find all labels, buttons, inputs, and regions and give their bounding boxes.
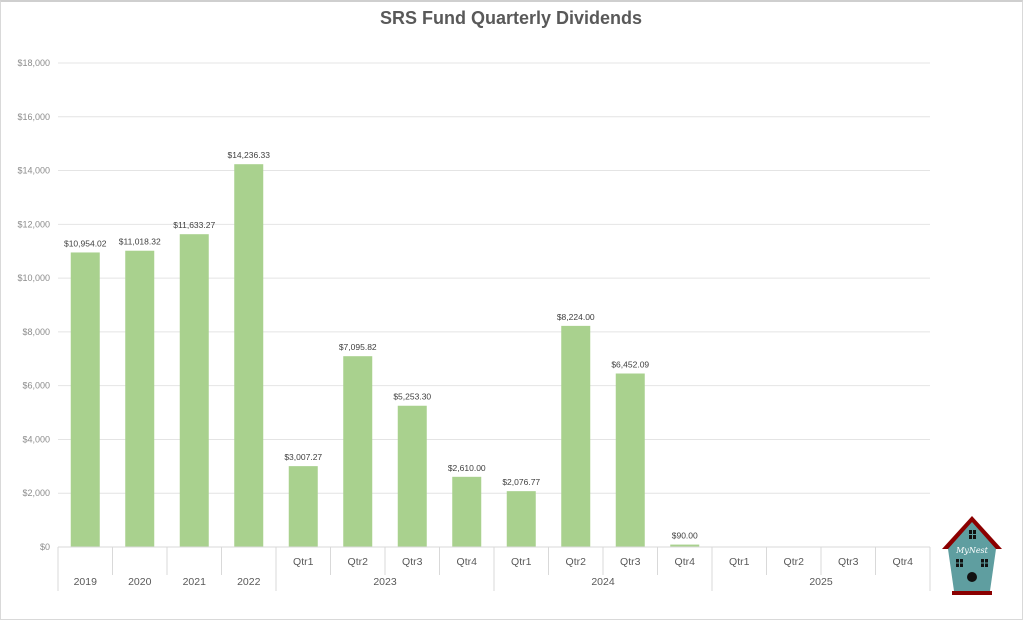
x-tick-label: 2021 [183,576,207,588]
x-group-label: 2025 [809,576,833,588]
mynest-logo: MyNest [942,516,1002,595]
y-axis-ticks: $0 $2,000 $4,000 $6,000 $8,000 $10,000 $12,000… [17,58,50,552]
x-tick-label: Qtr4 [675,556,696,568]
y-tick-label: $10,000 [17,273,50,283]
data-label: $14,236.33 [227,150,270,160]
x-tick-label: Qtr3 [620,556,641,568]
data-label: $2,610.00 [448,463,486,473]
bar [70,252,100,548]
data-label: $90.00 [672,531,698,541]
data-label: $5,253.30 [393,392,431,402]
data-label: $2,076.77 [502,477,540,487]
y-tick-label: $4,000 [22,434,50,444]
x-tick-label: Qtr1 [729,556,750,568]
data-label: $11,633.27 [173,220,215,230]
x-tick-label: Qtr2 [566,556,587,568]
y-tick-label: $2,000 [22,488,50,498]
y-tick-label: $16,000 [17,112,50,122]
x-tick-label: Qtr2 [348,556,369,568]
x-group-label: 2024 [591,576,615,588]
y-tick-label: $18,000 [17,58,50,68]
x-tick-label: 2019 [74,576,98,588]
x-axis: 2019 2020 2021 2022 Qtr1 Qtr2 Qtr3 Qtr4 Qtr1 Qtr2… [57,546,931,591]
data-label: $7,095.82 [339,342,377,352]
x-tick-label: 2020 [128,576,152,588]
bar [561,325,591,547]
y-tick-label: $0 [40,542,50,552]
y-tick-label: $12,000 [17,219,50,229]
x-tick-label: Qtr1 [511,556,532,568]
x-group-label: 2023 [373,576,397,588]
bar [179,234,209,548]
svg-text:MyNest: MyNest [955,546,989,555]
data-label: $10,954.02 [64,238,107,248]
data-label: $6,452.09 [611,360,649,370]
bars [70,164,700,548]
bar [288,466,318,547]
bar [234,164,264,547]
bar [397,405,427,547]
data-labels: $10,954.02 $11,018.32 $11,633.27 $14,236.33… [64,150,698,540]
x-tick-label: 2022 [237,576,261,588]
y-tick-label: $6,000 [22,381,50,391]
bar [125,250,155,547]
chart-title: SRS Fund Quarterly Dividends [380,8,642,28]
bar [615,373,645,547]
data-label: $11,018.32 [119,237,161,247]
x-tick-label: Qtr2 [784,556,805,568]
x-tick-label: Qtr4 [893,556,914,568]
x-tick-label: Qtr3 [402,556,423,568]
x-tick-label: Qtr3 [838,556,859,568]
y-tick-label: $14,000 [17,166,50,176]
x-tick-label: Qtr4 [457,556,478,568]
y-tick-label: $8,000 [22,327,50,337]
data-label: $8,224.00 [557,312,595,322]
bar [452,476,482,547]
x-tick-label: Qtr1 [293,556,314,568]
bar [506,491,536,547]
data-label: $3,007.27 [284,452,322,462]
bar [670,544,700,547]
bar [343,356,373,547]
